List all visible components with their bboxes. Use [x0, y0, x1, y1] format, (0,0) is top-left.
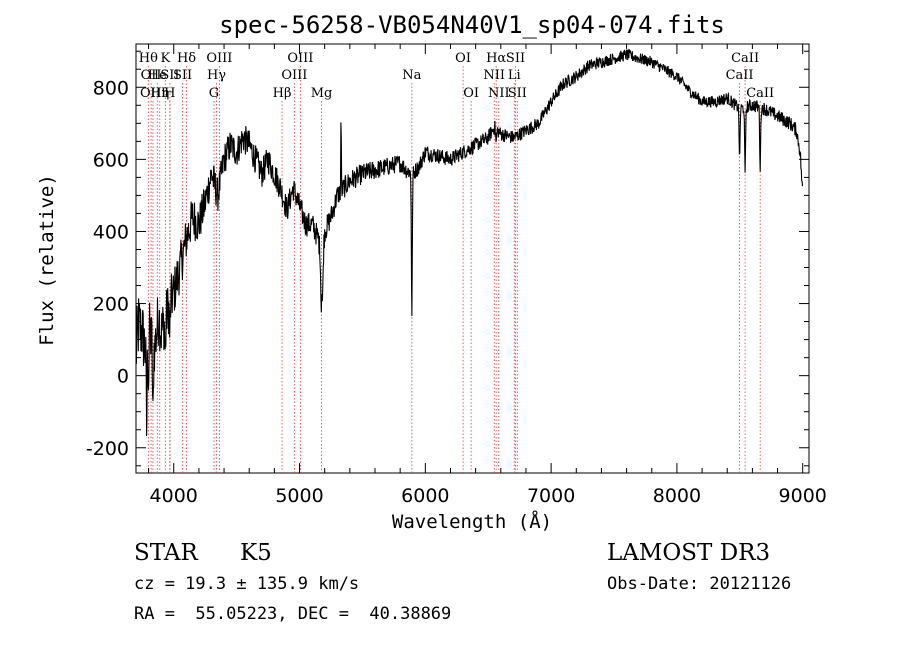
line-label: NII: [488, 86, 510, 101]
line-label: OI: [455, 51, 471, 66]
obs-date: Obs-Date: 20121126: [607, 574, 792, 594]
axis-ticks: 4000 5000 6000 7000 8000 9000 -200 0 200 400 600 80…: [86, 44, 827, 507]
y-axis-title: Flux (relative): [36, 174, 58, 346]
line-label: Li: [508, 68, 521, 83]
y-tick-label: 400: [93, 221, 129, 243]
line-label: SII: [506, 51, 525, 66]
y-tick-label: 200: [93, 294, 129, 316]
line-label: OI: [463, 86, 479, 101]
ra-dec-line: RA = 55.05223, DEC = 40.38869: [134, 604, 452, 624]
line-label: Hα: [486, 51, 506, 66]
y-tick-label: -200: [86, 438, 129, 460]
line-label: OIII: [206, 51, 232, 66]
line-label: NII: [483, 68, 505, 83]
x-tick-label: 6000: [401, 485, 449, 507]
chart-title: spec-56258-VB054N40V1_sp04-074.fits: [219, 11, 725, 39]
spectrum-series: [135, 48, 804, 437]
x-axis-title: Wavelength (Å): [392, 510, 552, 533]
redshift-line: cz = 19.3 ± 135.9 km/s: [134, 574, 360, 594]
plot-border: [135, 43, 810, 474]
line-label: OIII: [287, 51, 313, 66]
survey-name: LAMOST DR3: [607, 540, 771, 566]
object-subclass: K5: [240, 540, 272, 566]
y-tick-label: 0: [117, 366, 129, 388]
line-label: Mg: [311, 86, 333, 101]
line-label: Hθ: [139, 51, 158, 66]
line-label: SII: [160, 68, 179, 83]
line-label: CaII: [726, 68, 754, 83]
y-tick-label: 800: [93, 77, 129, 99]
line-label: Hη: [150, 86, 169, 101]
x-tick-label: 5000: [275, 485, 323, 507]
object-class: STAR: [134, 540, 198, 566]
line-label: He: [148, 68, 167, 83]
line-label: SII: [173, 68, 192, 83]
line-labels: Hθ OII OIII He Hη K H SII Hδ SII G Hγ OIII Hβ OIII OIII…: [139, 51, 774, 101]
plot-frame: [135, 43, 810, 474]
y-tick-label: 600: [93, 149, 129, 171]
x-tick-label: 8000: [653, 485, 701, 507]
line-label: G: [209, 86, 219, 101]
line-label: OIII: [281, 68, 307, 83]
line-label: Na: [402, 68, 421, 83]
x-tick-label: 4000: [150, 485, 198, 507]
spectrum-line: [135, 48, 804, 437]
line-label: Hγ: [207, 68, 226, 83]
line-label: SII: [508, 86, 527, 101]
line-markers: [147, 66, 761, 473]
x-tick-label: 7000: [527, 485, 575, 507]
line-label: CaII: [731, 51, 759, 66]
line-label: K: [160, 51, 170, 66]
line-label: OIII: [140, 86, 166, 101]
line-label: Hδ: [177, 51, 196, 66]
line-label: CaII: [746, 86, 774, 101]
line-label: H: [164, 86, 175, 101]
line-label: OII: [141, 68, 162, 83]
line-label: Hβ: [273, 86, 292, 101]
x-tick-label: 9000: [779, 485, 827, 507]
